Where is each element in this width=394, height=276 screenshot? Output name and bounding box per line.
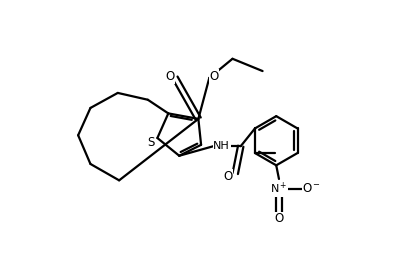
- Text: O: O: [223, 170, 232, 183]
- Text: O$^-$: O$^-$: [302, 182, 321, 195]
- Text: O: O: [210, 70, 219, 83]
- Text: N$^+$: N$^+$: [270, 181, 288, 196]
- Text: S: S: [147, 136, 154, 148]
- Text: O: O: [274, 212, 284, 225]
- Text: NH: NH: [213, 141, 230, 151]
- Text: O: O: [165, 70, 174, 83]
